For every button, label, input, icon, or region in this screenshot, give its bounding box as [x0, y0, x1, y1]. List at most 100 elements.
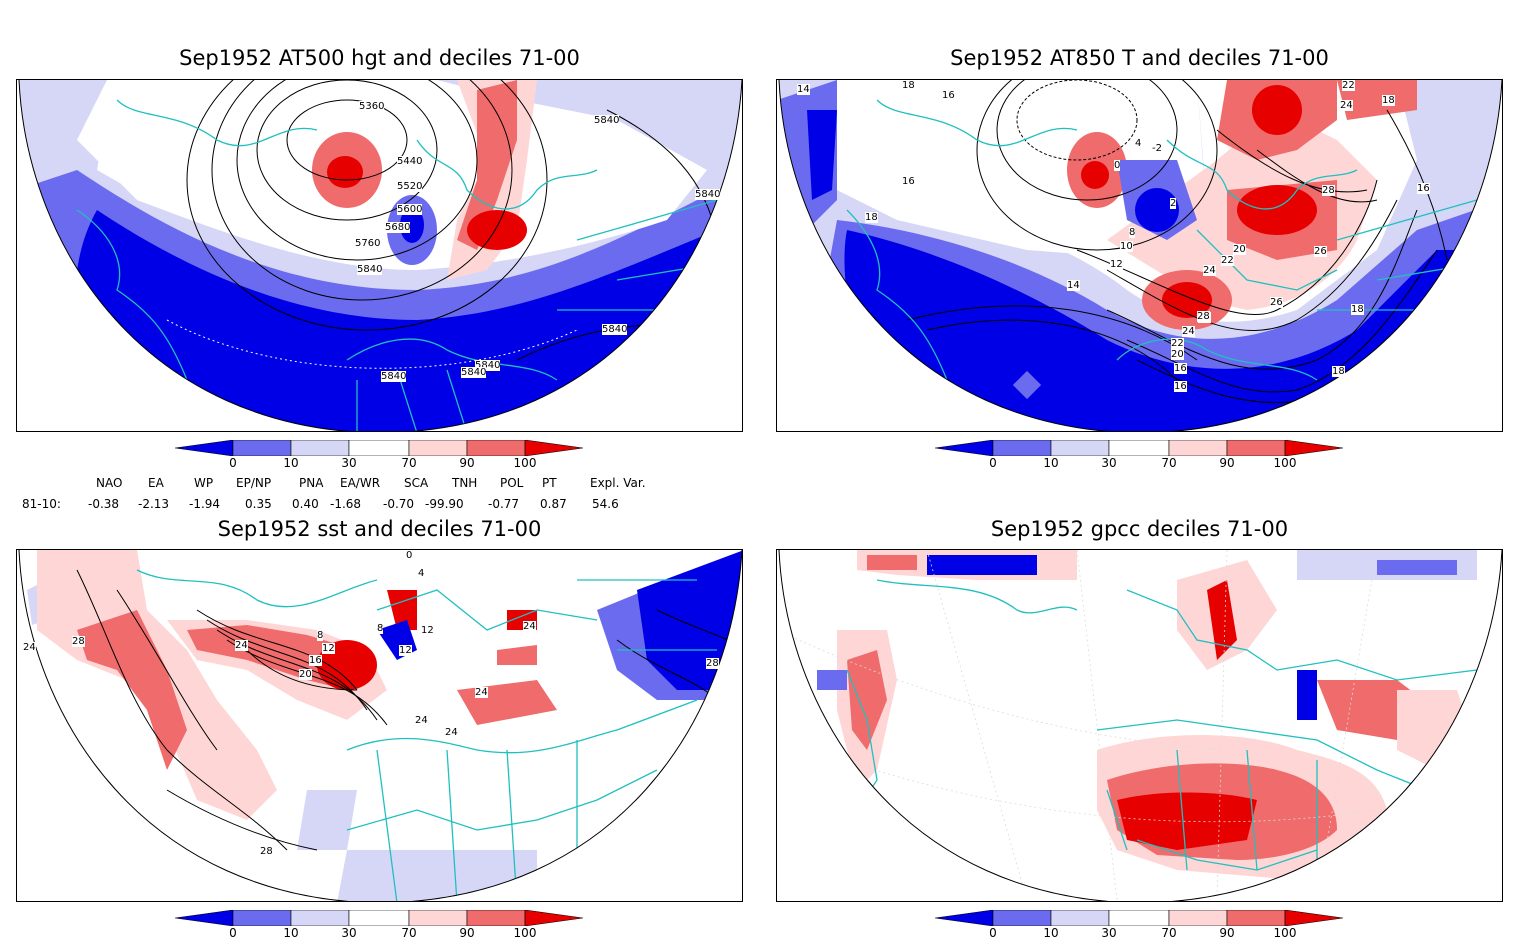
contour-label-28: 28: [260, 846, 273, 857]
colorbar-tick-30: 30: [1101, 926, 1117, 940]
map-panel-gpcc: [776, 549, 1503, 902]
panel-title-gpcc: Sep1952 gpcc deciles 71-00: [990, 517, 1289, 541]
contour-label-16: 16: [1174, 381, 1187, 392]
colorbar-tick-0: 0: [989, 456, 997, 470]
contour-label-28: 28: [706, 658, 719, 669]
index-header-pt: PT: [542, 476, 557, 490]
panel-title-t850: Sep1952 AT850 T and deciles 71-00: [950, 46, 1329, 70]
colorbar-tick-10: 10: [1043, 926, 1059, 940]
map-hgt500: [18, 80, 742, 431]
contour-label-14: 14: [797, 84, 810, 95]
contour-label-18: 18: [1351, 304, 1364, 315]
contour-label-4: 4: [418, 568, 425, 579]
index-header-eawr: EA/WR: [340, 476, 381, 490]
contour-label-18: 18: [1382, 95, 1395, 106]
index-header-epnp: EP/NP: [236, 476, 272, 490]
index-value-nao: -0.38: [88, 497, 120, 511]
contour-label-16: 16: [1174, 363, 1187, 374]
index-header-ea: EA: [148, 476, 164, 490]
index-row-label: 81-10:: [22, 497, 61, 511]
contour-label-24: 24: [475, 687, 488, 698]
colorbar-tick-10: 10: [283, 926, 299, 940]
contour-label-24: 24: [1340, 100, 1353, 111]
colorbar-sst: 0 10 30 70 90 100: [175, 910, 585, 946]
colorbar-tick-70: 70: [1161, 926, 1177, 940]
contour-label-5840: 5840: [357, 264, 383, 275]
contour-label-12: 12: [322, 643, 335, 654]
contour-label-5680: 5680: [385, 222, 411, 233]
contour-label-22: 22: [1342, 80, 1355, 91]
contour-label-8: 8: [377, 623, 384, 634]
contour-label-24: 24: [1203, 265, 1216, 276]
contour-label-4: 4: [1135, 138, 1142, 149]
contour-label-10: 10: [1120, 241, 1133, 252]
contour-label-18: 18: [1332, 366, 1345, 377]
contour-label-28: 28: [1322, 185, 1335, 196]
colorbar-tick-0: 0: [989, 926, 997, 940]
colorbar-tick-100: 100: [1273, 926, 1297, 940]
contour-label-26: 26: [1270, 297, 1283, 308]
contour-label-16: 16: [942, 90, 955, 101]
contour-label-18: 18: [902, 80, 915, 91]
colorbar-swatches: [935, 440, 1344, 456]
index-value-eawr: -1.68: [330, 497, 362, 511]
colorbar-tick-30: 30: [341, 926, 357, 940]
colorbar-tick-90: 90: [459, 456, 475, 470]
contour-label-5520: 5520: [397, 181, 423, 192]
contour-label-20: 20: [1171, 349, 1184, 360]
contour-label-5840: 5840: [475, 360, 501, 371]
colorbar-tick-90: 90: [1219, 456, 1235, 470]
panel-title-hgt500: Sep1952 AT500 hgt and deciles 71-00: [179, 46, 580, 70]
colorbar-tick-100: 100: [513, 456, 537, 470]
contour-label-28: 28: [72, 636, 85, 647]
index-value-ea: -2.13: [138, 497, 170, 511]
index-header-expl-var: Expl. Var.: [590, 476, 646, 490]
index-value-sca: -0.70: [383, 497, 415, 511]
contour-label-8: 8: [317, 630, 324, 641]
contour-label-20: 20: [299, 669, 312, 680]
colorbar-swatches: [175, 910, 584, 926]
index-value-expl-var: 54.6: [592, 497, 619, 511]
colorbar-tick-100: 100: [1273, 456, 1297, 470]
colorbar-tick-30: 30: [341, 456, 357, 470]
colorbar-gpcc: 0 10 30 70 90 100: [935, 910, 1345, 946]
contour-label-16: 16: [309, 655, 322, 666]
contour-label-12: 12: [399, 645, 412, 656]
colorbar-tick-0: 0: [229, 926, 237, 940]
contour-label-24: 24: [1182, 326, 1195, 337]
index-header-wp: WP: [194, 476, 214, 490]
contour-label-22: 22: [1221, 255, 1234, 266]
index-header-nao: NAO: [96, 476, 123, 490]
map-panel-hgt500: 5360 5440 5520 5600 5680 5760 5840 5840 …: [16, 79, 743, 432]
index-value-tnh: -99.90: [425, 497, 464, 511]
contour-label-16: 16: [1417, 183, 1430, 194]
contour-label-5840: 5840: [461, 367, 487, 378]
index-value-pol: -0.77: [488, 497, 520, 511]
index-value-wp: -1.94: [189, 497, 221, 511]
contour-label-24: 24: [415, 715, 428, 726]
map-sst: [18, 550, 742, 901]
colorbar-tick-70: 70: [401, 926, 417, 940]
contour-label-12: 12: [421, 625, 434, 636]
contour-label-5440: 5440: [397, 156, 423, 167]
contour-label-24: 24: [445, 727, 458, 738]
index-value-pna: 0.40: [292, 497, 319, 511]
contour-label-5840: 5840: [695, 189, 721, 200]
contour-label-24: 24: [235, 640, 248, 651]
colorbar-swatches: [175, 440, 584, 456]
contour-label-2: 2: [1170, 198, 1177, 209]
colorbar-tick-0: 0: [229, 456, 237, 470]
index-value-pt: 0.87: [540, 497, 567, 511]
colorbar-t850: 0 10 30 70 90 100: [935, 440, 1345, 476]
colorbar-tick-70: 70: [401, 456, 417, 470]
contour-label-0: 0: [1114, 160, 1121, 171]
contour-label-5360: 5360: [359, 101, 385, 112]
contour-label-0: 0: [406, 550, 413, 561]
colorbar-hgt500: 0 10 30 70 90 100: [175, 440, 585, 476]
contour-label-5840: 5840: [381, 371, 407, 382]
contour-label-5760: 5760: [355, 238, 381, 249]
contour-label-8: 8: [1129, 227, 1136, 238]
contour-label-5840: 5840: [594, 115, 620, 126]
contour-label-18: 18: [865, 212, 878, 223]
map-gpcc: [778, 550, 1502, 901]
